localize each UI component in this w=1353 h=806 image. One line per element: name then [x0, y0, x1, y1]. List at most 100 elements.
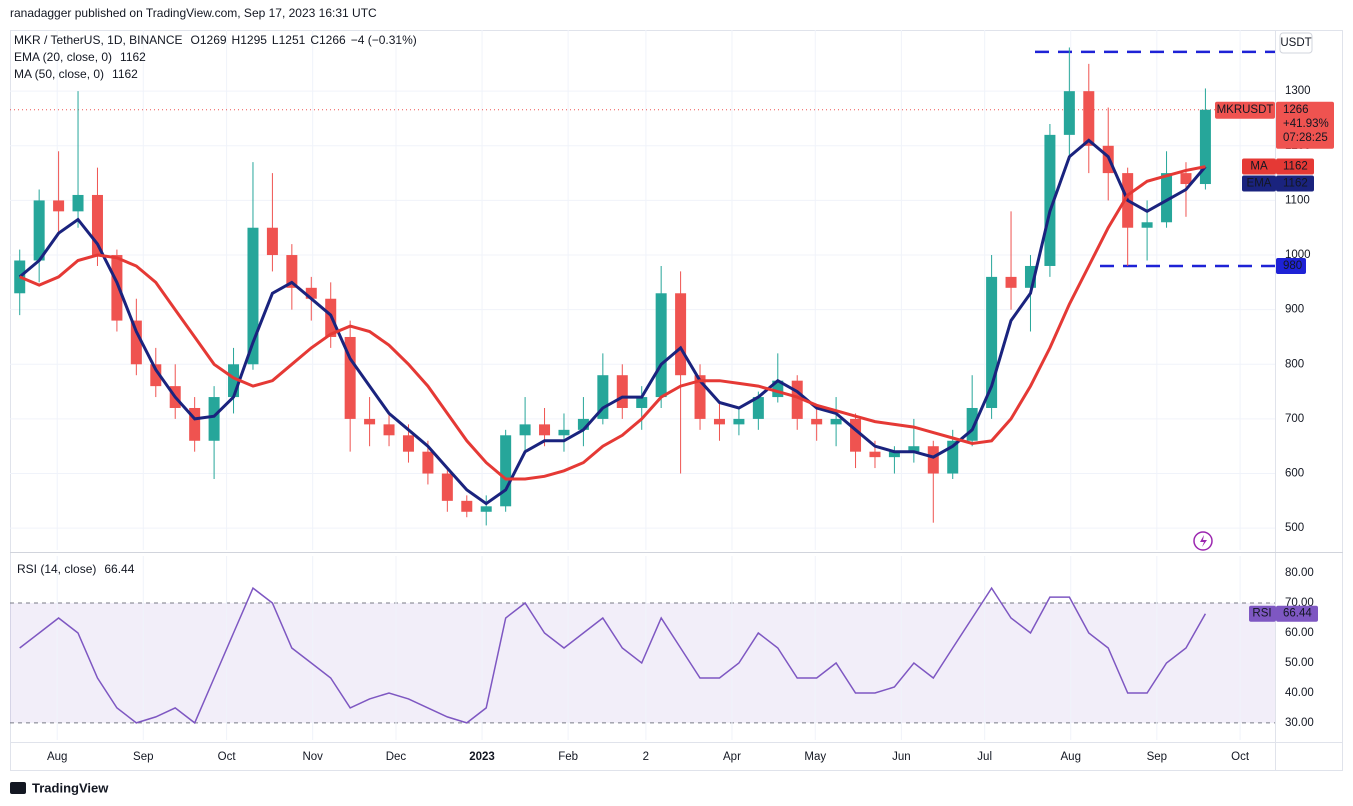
- x-tick-label: May: [804, 751, 826, 763]
- ohlc-label: C: [310, 33, 319, 47]
- candle-body: [850, 418, 862, 452]
- event-icon-bolt: [1200, 535, 1207, 547]
- rsi-tick-label: 30.00: [1285, 717, 1314, 729]
- candle-body: [422, 451, 434, 474]
- candle-body: [791, 380, 803, 419]
- x-tick-label: Aug: [1061, 751, 1081, 763]
- x-tick-label: Dec: [386, 751, 407, 763]
- candle-body: [830, 418, 842, 425]
- candle-body: [1005, 276, 1017, 288]
- candle-body: [966, 407, 978, 441]
- legend-label: MA (50, close, 0): [14, 67, 104, 81]
- x-tick-label: 2: [643, 751, 649, 763]
- candle-body: [519, 424, 531, 436]
- candle-body: [577, 418, 589, 430]
- candle-body: [539, 424, 551, 436]
- x-tick-label: Apr: [723, 751, 741, 763]
- candle-body: [500, 435, 512, 507]
- symbol: MKR / TetherUS, 1D, BINANCE: [14, 33, 183, 47]
- rsi-tick-label: 60.00: [1285, 627, 1314, 639]
- candle-body: [150, 364, 162, 387]
- legend-value: 1162: [112, 67, 138, 81]
- x-tick-label: Jul: [977, 751, 992, 763]
- series-name: EMA: [1247, 178, 1272, 190]
- candle-body: [344, 336, 356, 419]
- y-tick-label: 500: [1285, 522, 1304, 534]
- candle-body: [752, 397, 764, 419]
- rsi-tick-label: 40.00: [1285, 687, 1314, 699]
- x-tick-label: Nov: [302, 751, 323, 763]
- x-tick-label: Sep: [133, 751, 153, 763]
- candle-body: [1161, 173, 1173, 223]
- candle-body: [694, 375, 706, 419]
- candle-body: [266, 227, 278, 256]
- candle-body: [869, 451, 881, 458]
- price-tag-change: +41.93%: [1283, 118, 1329, 130]
- ohlc-label: O: [191, 33, 200, 47]
- legend-value: 1162: [120, 50, 146, 64]
- candle-body: [33, 200, 45, 261]
- candle-body: [1199, 109, 1211, 185]
- publisher: ranadagger published on TradingView.com,…: [10, 6, 377, 20]
- series-name-tag: [1242, 158, 1276, 175]
- symbol-tag: [1215, 101, 1275, 119]
- candle-body: [655, 293, 667, 398]
- x-tick-label: Feb: [558, 751, 578, 763]
- candle-body: [888, 451, 900, 458]
- candle-body: [189, 407, 201, 441]
- rsi-name: RSI: [1252, 608, 1271, 620]
- currency: USDT: [1280, 37, 1311, 49]
- candle-body: [908, 446, 920, 452]
- rsi-legend-label: RSI (14, close): [17, 562, 96, 576]
- ohlc-value: 1295: [240, 33, 267, 47]
- symbol-tag-text: MKRUSDT: [1217, 104, 1274, 116]
- candle-body: [53, 200, 65, 212]
- frame: [10, 30, 1343, 771]
- ohlc-label: L: [272, 33, 279, 47]
- candle-body: [305, 287, 317, 299]
- rsi-name-tag: [1249, 605, 1276, 622]
- change: −4 (−0.31%): [351, 33, 417, 47]
- candle-body: [130, 320, 142, 365]
- candle-body: [558, 429, 570, 436]
- level-label: 980: [1283, 260, 1302, 272]
- rsi-value: 66.44: [1283, 608, 1312, 620]
- event-icon[interactable]: [1193, 531, 1213, 551]
- candle-body: [383, 424, 395, 436]
- candle-body: [461, 500, 473, 512]
- y-tick-label: 900: [1285, 304, 1304, 316]
- x-tick-label: 2023: [469, 751, 495, 763]
- candle-body: [597, 375, 609, 419]
- candle-body: [616, 375, 628, 408]
- ohlc-label: H: [232, 33, 241, 47]
- legend-label: EMA (20, close, 0): [14, 50, 112, 64]
- x-tick-label: Jun: [892, 751, 911, 763]
- candle-body: [1180, 173, 1192, 185]
- series-line: [18, 138, 1207, 506]
- candle-body: [364, 418, 376, 425]
- candle-body: [947, 440, 959, 474]
- candle-body: [927, 446, 939, 474]
- candle-body: [208, 397, 220, 441]
- candle-body: [402, 435, 414, 452]
- series-value: 1162: [1283, 161, 1308, 173]
- rsi-tick-label: 50.00: [1285, 657, 1314, 669]
- y-tick-label: 1300: [1285, 85, 1311, 97]
- y-tick-label: 700: [1285, 413, 1304, 425]
- price-tag: [1276, 101, 1334, 149]
- candle-body: [713, 418, 725, 425]
- price-tag-countdown: 07:28:25: [1283, 132, 1328, 144]
- x-tick-label: Sep: [1147, 751, 1167, 763]
- candle-body: [72, 194, 84, 212]
- candle-body: [1083, 91, 1095, 146]
- brand: TradingView: [32, 780, 109, 795]
- price-tag-value: 1266: [1283, 104, 1309, 116]
- y-tick-label: 600: [1285, 468, 1304, 480]
- rsi-legend-value: 66.44: [104, 562, 134, 576]
- level-tag: [1276, 257, 1306, 274]
- candle-body: [111, 255, 123, 321]
- x-tick-label: Oct: [1231, 751, 1250, 763]
- x-tick-label: Aug: [47, 751, 67, 763]
- candle-body: [1044, 134, 1056, 266]
